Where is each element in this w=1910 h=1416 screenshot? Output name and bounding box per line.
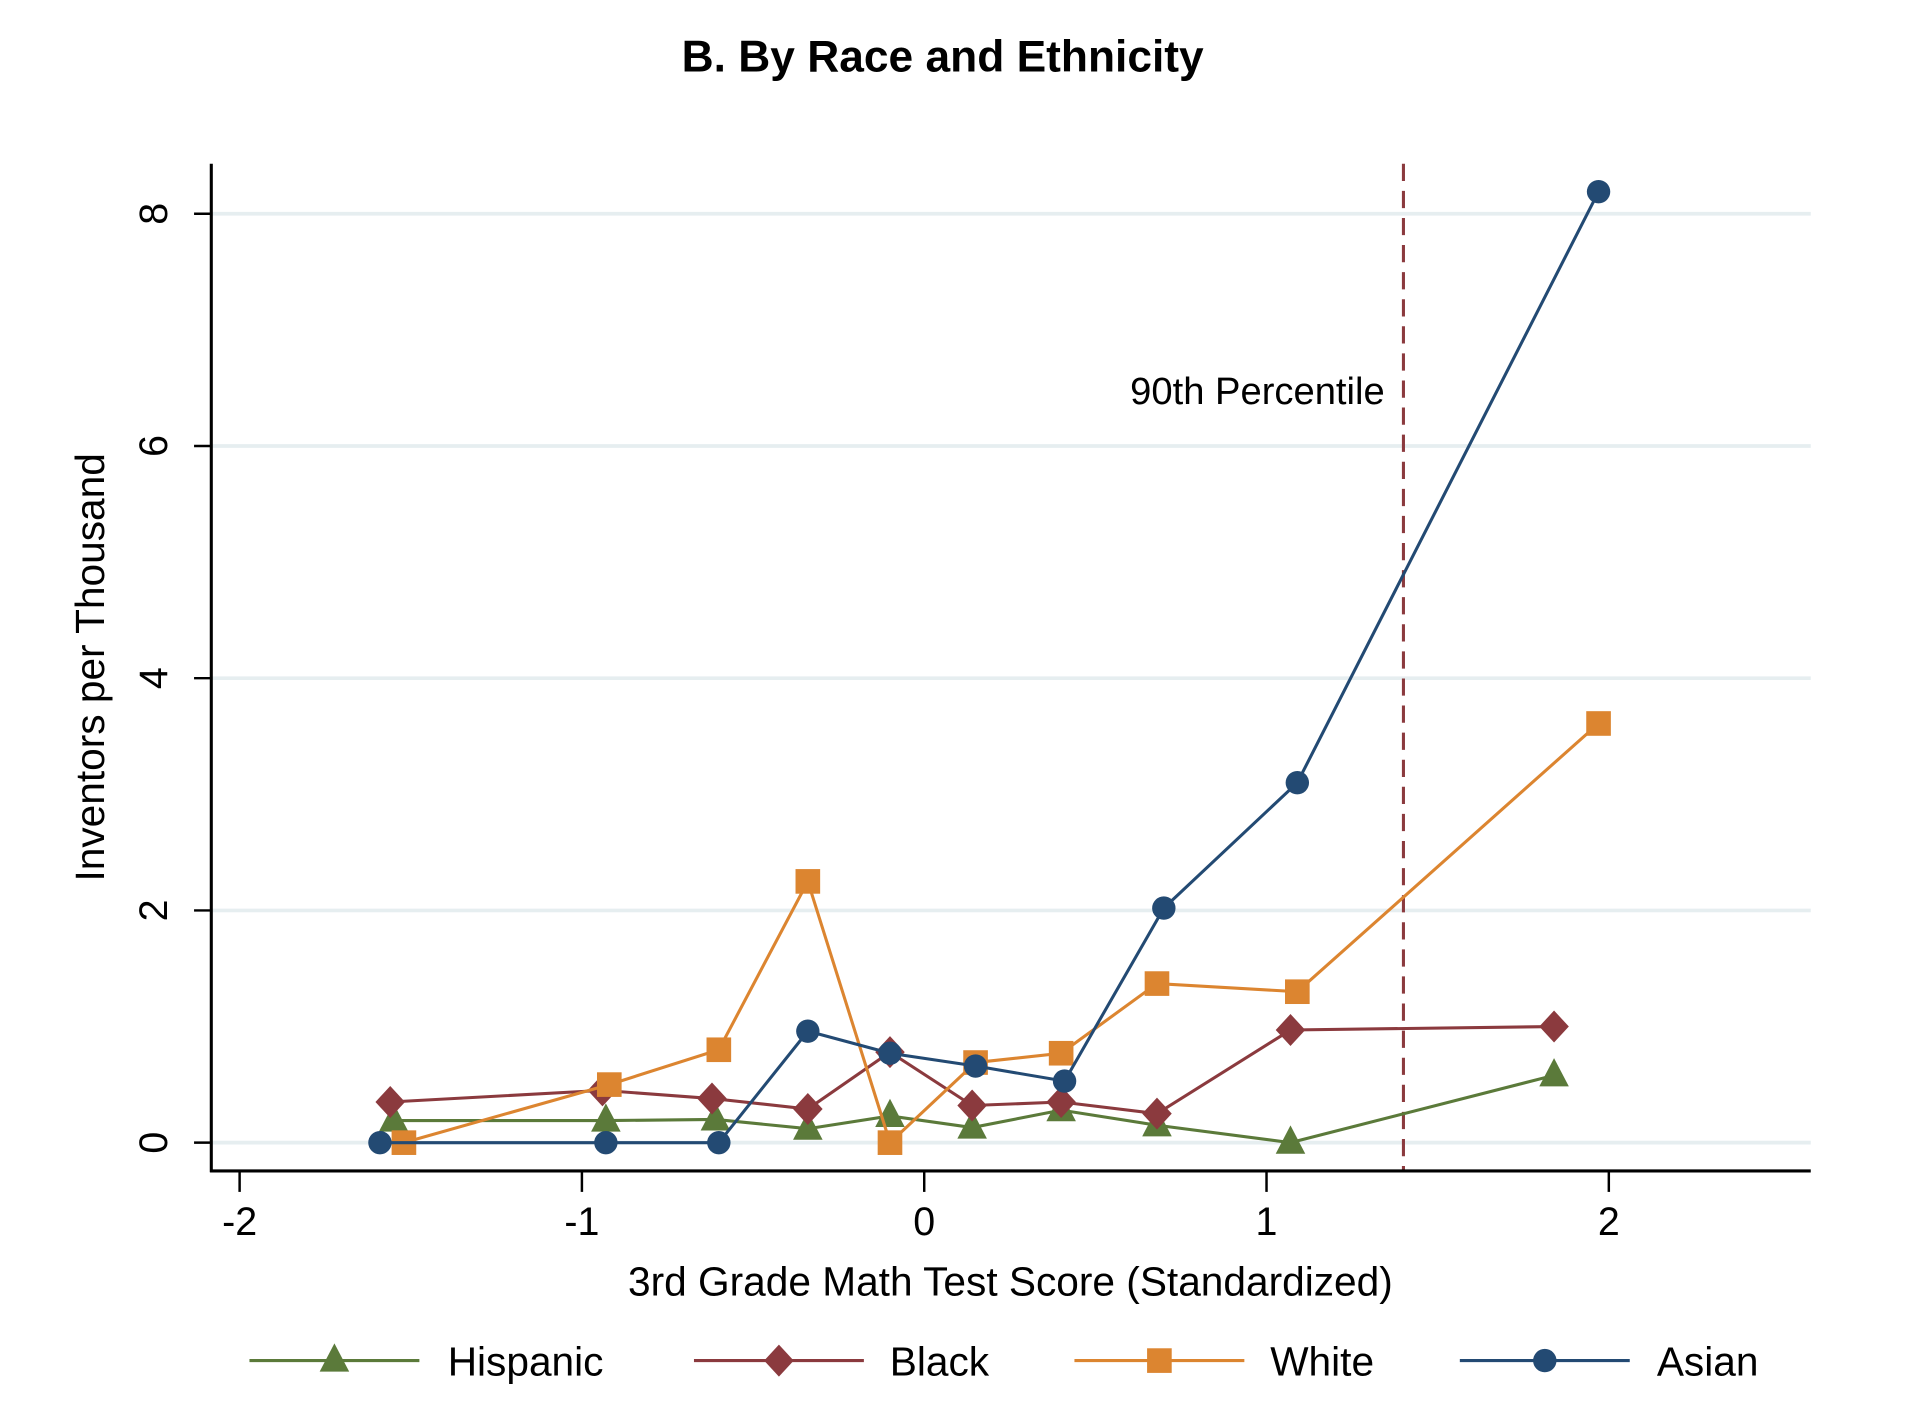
- data-point-asian: [368, 1130, 392, 1155]
- data-point-asian: [1152, 896, 1176, 920]
- data-point-black: [957, 1089, 987, 1122]
- legend-label: Black: [890, 1338, 990, 1384]
- data-point-asian: [1285, 771, 1310, 795]
- legend-label: Asian: [1657, 1338, 1759, 1384]
- data-point-hispanic: [1539, 1058, 1569, 1087]
- y-axis-label: Inventors per Thousand: [67, 453, 113, 881]
- legend-marker-square: [1147, 1348, 1172, 1373]
- data-point-hispanic: [1275, 1125, 1306, 1154]
- data-point-hispanic: [700, 1102, 731, 1131]
- data-point-black: [1275, 1014, 1306, 1047]
- data-point-black: [697, 1082, 727, 1115]
- y-ticks: 0 2 4 6 8: [132, 203, 212, 1154]
- x-tick-label: 2: [1598, 1200, 1620, 1244]
- data-point-hispanic: [957, 1110, 987, 1139]
- chart-title: B. By Race and Ethnicity: [682, 32, 1204, 81]
- y-tick-label: 4: [132, 667, 176, 689]
- data-point-asian: [796, 1019, 820, 1043]
- axes: [209, 163, 1811, 1173]
- legend-marker-triangle: [319, 1343, 350, 1372]
- data-point-hispanic: [793, 1111, 823, 1140]
- legend-item-white: White: [1074, 1338, 1374, 1384]
- y-tick-label: 6: [132, 435, 176, 457]
- data-point-hispanic: [378, 1103, 409, 1132]
- x-tick-label: 0: [913, 1200, 935, 1244]
- legend-label: White: [1270, 1338, 1374, 1384]
- x-axis-label: 3rd Grade Math Test Score (Standardized): [628, 1258, 1393, 1304]
- series-line-white: [403, 722, 1600, 1146]
- data-point-asian: [707, 1130, 731, 1155]
- data-point-white: [1586, 711, 1611, 736]
- data-point-asian: [878, 1041, 902, 1065]
- y-tick-label: 0: [132, 1132, 176, 1154]
- x-tick-label: -1: [564, 1200, 599, 1244]
- data-point-asian: [594, 1130, 618, 1155]
- series-white: [391, 711, 1611, 1155]
- legend-item-asian: Asian: [1459, 1338, 1759, 1384]
- series-line-black: [390, 1024, 1555, 1116]
- series-line-hispanic: [393, 1073, 1555, 1145]
- data-point-asian: [1052, 1069, 1077, 1093]
- data-point-white: [596, 1072, 622, 1097]
- legend-marker-diamond: [764, 1344, 794, 1377]
- data-point-white: [1144, 971, 1170, 996]
- gridlines: [212, 211, 1811, 1145]
- legend: Hispanic Black White Asian: [249, 1338, 1758, 1384]
- data-point-asian: [963, 1054, 988, 1078]
- data-point-asian: [1586, 179, 1611, 204]
- series-group: [368, 179, 1611, 1155]
- x-tick-label: -2: [222, 1200, 257, 1244]
- data-point-white: [877, 1130, 903, 1155]
- y-tick-label: 8: [132, 203, 176, 225]
- y-tick-label: 2: [132, 899, 176, 921]
- data-point-white: [1285, 979, 1310, 1005]
- series-asian: [368, 179, 1611, 1155]
- data-point-white: [795, 869, 821, 894]
- legend-item-black: Black: [693, 1338, 990, 1384]
- x-tick-label: 1: [1256, 1200, 1278, 1244]
- x-ticks: -2 -1 0 1 2: [222, 1170, 1620, 1244]
- data-point-white: [1048, 1040, 1074, 1066]
- legend-label: Hispanic: [448, 1338, 604, 1384]
- series-line-asian: [379, 190, 1600, 1145]
- legend-marker-circle: [1533, 1348, 1557, 1373]
- legend-item-hispanic: Hispanic: [249, 1338, 603, 1384]
- data-point-hispanic: [591, 1103, 621, 1132]
- data-point-black: [1046, 1086, 1076, 1119]
- data-point-black: [1539, 1010, 1569, 1043]
- reference-line-label: 90th Percentile: [1130, 370, 1385, 413]
- data-point-black: [793, 1092, 823, 1125]
- data-point-black: [375, 1086, 406, 1119]
- data-point-white: [706, 1037, 732, 1063]
